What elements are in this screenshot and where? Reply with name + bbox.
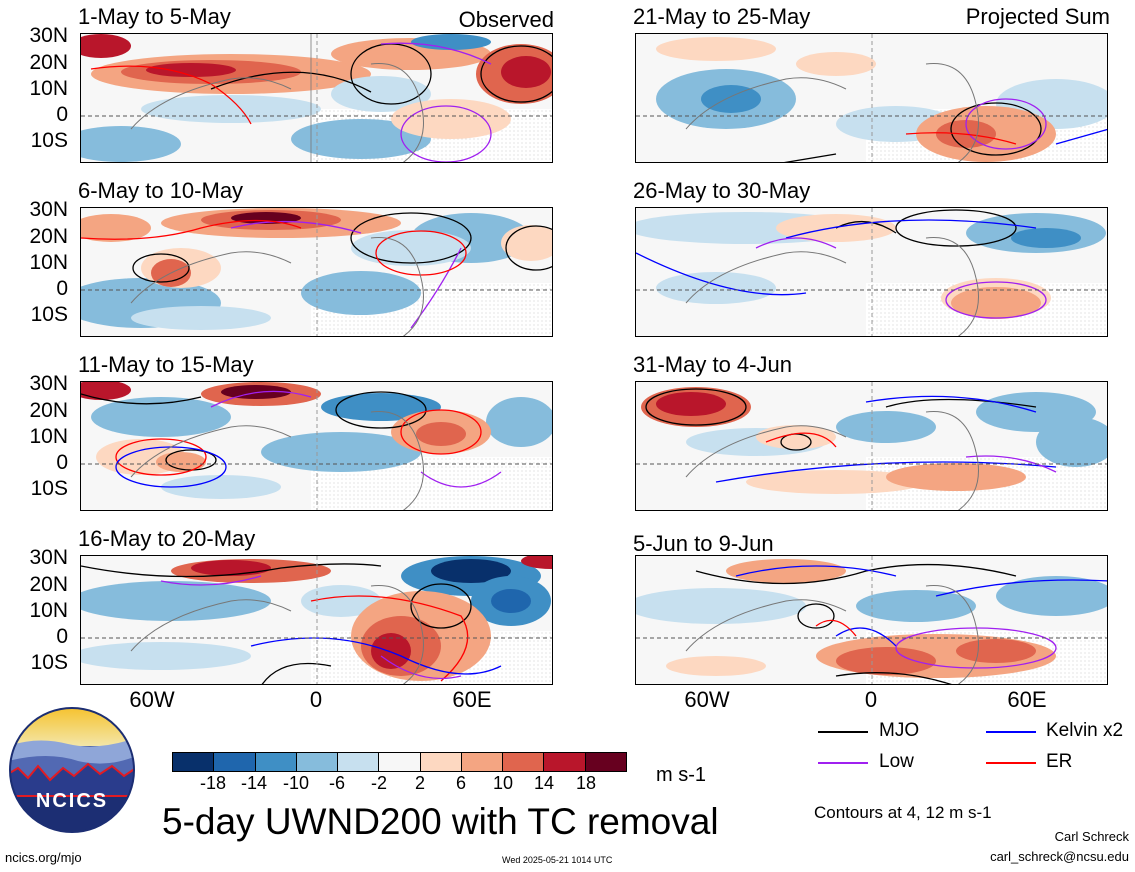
colorbar-swatch bbox=[173, 753, 215, 771]
author-email: carl_schreck@ncsu.edu bbox=[990, 849, 1129, 864]
panel-title-4: 16-May to 20-May bbox=[78, 526, 256, 551]
lat-label-eq: 0 bbox=[56, 451, 68, 474]
lat-label-30n: 30N bbox=[29, 24, 68, 47]
lon-label-0-left: 0 bbox=[309, 687, 323, 712]
colorbar-tick: -14 bbox=[240, 773, 267, 793]
lat-label-eq: 0 bbox=[56, 625, 68, 648]
legend-label-low: Low bbox=[879, 751, 914, 772]
lat-label-30n: 30N bbox=[29, 546, 68, 569]
lat-label-10s: 10S bbox=[30, 303, 68, 326]
lat-label-20n: 20N bbox=[29, 51, 68, 74]
main-title: 5-day UWND200 with TC removal bbox=[162, 801, 719, 842]
colorbar-swatch bbox=[503, 753, 545, 771]
panel-title-2: 6-May to 10-May bbox=[78, 178, 244, 203]
panel-title-6: 26-May to 30-May bbox=[633, 178, 811, 203]
colorbar-tick: 2 bbox=[414, 773, 425, 793]
legend-line-er bbox=[986, 762, 1036, 764]
author-name: Carl Schreck bbox=[1054, 829, 1129, 844]
legend-line-mjo bbox=[818, 731, 868, 733]
map-panel-5 bbox=[635, 33, 1108, 163]
colorbar-swatch bbox=[296, 753, 339, 771]
colorbar-swatch bbox=[461, 753, 504, 771]
lon-label-60e-left: 60E bbox=[452, 687, 492, 712]
timestamp: Wed 2025-05-21 1014 UTC bbox=[502, 855, 613, 865]
lat-label-10n: 10N bbox=[29, 599, 68, 622]
colorbar-tick: -18 bbox=[199, 773, 226, 793]
map-panel-3 bbox=[80, 381, 553, 511]
legend-label-er: ER bbox=[1046, 751, 1073, 772]
lat-label-30n: 30N bbox=[29, 198, 68, 221]
lat-label-eq: 0 bbox=[56, 277, 68, 300]
lon-label-60w-left: 60W bbox=[129, 687, 175, 712]
lat-label-10s: 10S bbox=[30, 651, 68, 674]
map-panel-2 bbox=[80, 207, 553, 337]
logo-text: NCICS bbox=[35, 790, 109, 812]
colorbar-swatch bbox=[379, 753, 421, 771]
lat-label-20n: 20N bbox=[29, 399, 68, 422]
panel-title-1: 1-May to 5-May bbox=[78, 4, 231, 29]
colorbar-swatch bbox=[338, 753, 380, 771]
observed-column-title: Observed bbox=[458, 7, 554, 32]
lat-label-30n: 30N bbox=[29, 372, 68, 395]
lat-label-20n: 20N bbox=[29, 225, 68, 248]
colorbar-tick: -6 bbox=[328, 773, 345, 793]
colorbar-tick: 18 bbox=[575, 773, 597, 793]
lat-label-10n: 10N bbox=[29, 251, 68, 274]
lon-label-60e-right: 60E bbox=[1007, 687, 1047, 712]
panel-title-5: 21-May to 25-May bbox=[633, 4, 811, 29]
legend-label-kelvin: Kelvin x2 bbox=[1046, 720, 1124, 741]
website-link[interactable]: ncics.org/mjo bbox=[5, 850, 82, 865]
colorbar-tick: 10 bbox=[492, 773, 514, 793]
colorbar-swatch bbox=[585, 753, 626, 771]
contours-note: Contours at 4, 12 m s-1 bbox=[814, 803, 992, 822]
colorbar-swatch bbox=[255, 753, 297, 771]
colorbar-units: m s-1 bbox=[656, 764, 706, 786]
map-panel-1 bbox=[80, 33, 553, 163]
lat-label-20n: 20N bbox=[29, 573, 68, 596]
lat-label-eq: 0 bbox=[56, 103, 68, 126]
colorbar-tick: -2 bbox=[370, 773, 387, 793]
lon-label-60w-right: 60W bbox=[684, 687, 730, 712]
colorbar-tick: 14 bbox=[533, 773, 555, 793]
ncics-logo: NCICS bbox=[8, 706, 136, 834]
lat-label-10s: 10S bbox=[30, 477, 68, 500]
lat-label-10n: 10N bbox=[29, 77, 68, 100]
colorbar-swatch bbox=[544, 753, 586, 771]
lon-label-0-right: 0 bbox=[864, 687, 878, 712]
panel-title-3: 11-May to 15-May bbox=[78, 352, 254, 377]
map-panel-4 bbox=[80, 555, 553, 685]
panel-title-7: 31-May to 4-Jun bbox=[633, 352, 792, 377]
legend-line-kelvin bbox=[986, 731, 1036, 733]
colorbar bbox=[172, 752, 627, 772]
lat-label-10n: 10N bbox=[29, 425, 68, 448]
projected-column-title: Projected Sum bbox=[965, 4, 1110, 29]
lat-label-10s: 10S bbox=[30, 129, 68, 152]
colorbar-swatch bbox=[214, 753, 256, 771]
colorbar-tick: 6 bbox=[455, 773, 466, 793]
map-panel-8 bbox=[635, 555, 1108, 685]
map-panel-6 bbox=[635, 207, 1108, 337]
map-panel-7 bbox=[635, 381, 1108, 511]
panel-title-8: 5-Jun to 9-Jun bbox=[633, 531, 774, 556]
legend-label-mjo: MJO bbox=[879, 720, 920, 741]
colorbar-tick: -10 bbox=[282, 773, 309, 793]
legend-line-low bbox=[818, 762, 868, 764]
colorbar-swatch bbox=[420, 753, 462, 771]
